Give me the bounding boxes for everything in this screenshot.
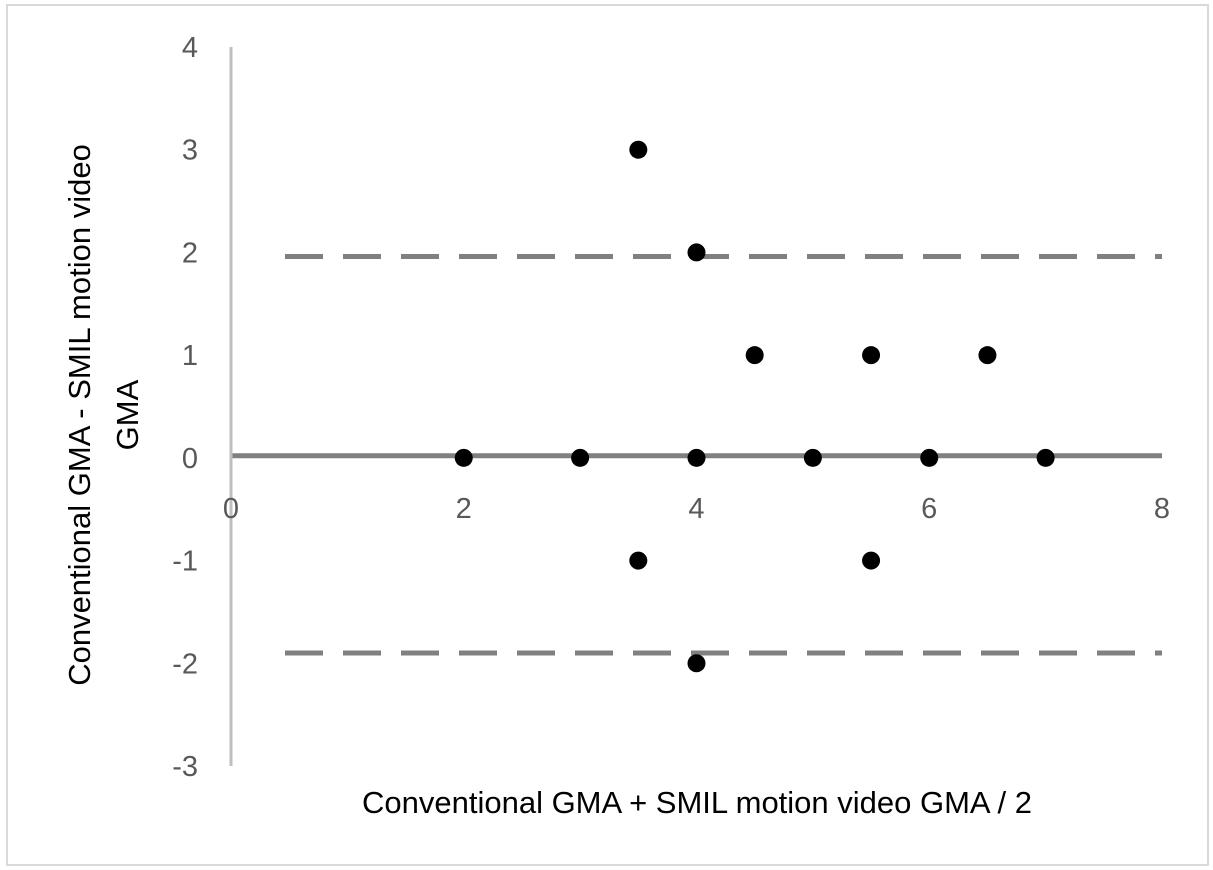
y-tick-label: 3: [182, 135, 198, 167]
y-axis-label-line: GMA: [110, 379, 145, 450]
data-point: [745, 346, 764, 365]
y-tick-label: 2: [182, 237, 198, 269]
data-point: [1036, 448, 1055, 467]
data-point: [629, 551, 648, 570]
data-point: [571, 448, 590, 467]
chart-frame: [6, 4, 1209, 866]
x-tick-label: 2: [456, 493, 472, 525]
y-axis-label: Conventional GMA - SMIL motion video GMA: [62, 144, 145, 686]
data-point: [687, 243, 706, 262]
tick-labels: 4 3 2 1 0 -1 -2 -3 0 2 4 6 8: [172, 32, 1170, 783]
data-point: [978, 346, 997, 365]
data-points: [454, 140, 1055, 673]
y-tick-label: -2: [172, 648, 198, 680]
y-tick-label: -1: [172, 546, 198, 578]
data-point: [862, 551, 881, 570]
y-tick-label: 4: [182, 32, 198, 64]
data-point: [862, 346, 881, 365]
x-tick-label: 6: [921, 493, 937, 525]
x-tick-label: 0: [223, 493, 239, 525]
data-point: [687, 654, 706, 673]
data-point: [629, 140, 648, 159]
x-axis-label: Conventional GMA + SMIL motion video GMA…: [362, 785, 1032, 820]
data-point: [803, 448, 822, 467]
x-tick-label: 8: [1154, 493, 1170, 525]
x-tick-label: 4: [688, 493, 704, 525]
data-point: [687, 448, 706, 467]
data-point: [920, 448, 939, 467]
y-tick-label: -3: [172, 751, 198, 783]
y-tick-label: 1: [182, 340, 198, 372]
data-point: [454, 448, 473, 467]
y-axis-label-line: Conventional GMA - SMIL motion video: [62, 144, 97, 686]
y-tick-label: 0: [182, 443, 198, 475]
